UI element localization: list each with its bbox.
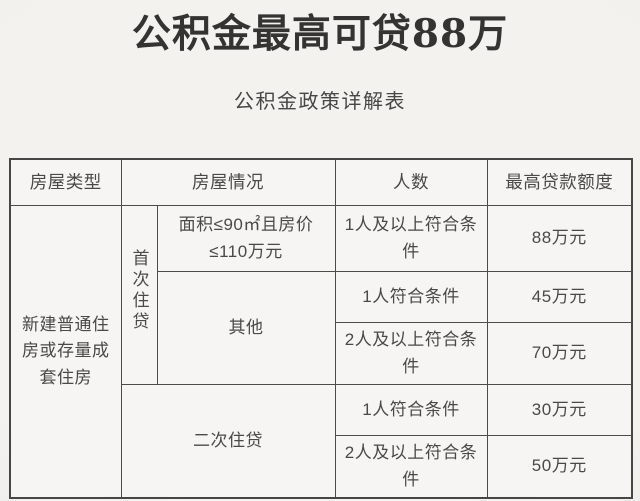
cell-people: 1人符合条件 — [334, 271, 488, 323]
cell-people: 2人及以上符合条件 — [334, 435, 488, 499]
cell-people: 1人及以上符合条件 — [334, 205, 488, 272]
column-header-max-loan: 最高贷款额度 — [486, 158, 633, 206]
table-row: 其他 1人符合条件 45万元 — [10, 271, 633, 385]
table-header-row: 房屋类型 房屋情况 人数 最高贷款额度 — [9, 158, 633, 206]
cell-situation: 其他 — [156, 271, 336, 385]
cell-max-loan: 50万元 — [486, 435, 633, 499]
page-title: 公积金最高可贷88万 — [131, 11, 509, 57]
first-loan-vertical-label: 首次住贷 — [129, 248, 149, 333]
column-header-house-type: 房屋类型 — [9, 158, 122, 206]
column-header-house-situation: 房屋情况 — [120, 158, 336, 206]
table-row: 新建普通住房或存量成套住房 首次住贷 面积≤90㎡且房价≤110万元 1人及以上… — [9, 205, 633, 499]
cell-situation: 面积≤90㎡且房价≤110万元 — [156, 205, 336, 272]
page-subtitle: 公积金政策详解表 — [234, 91, 406, 113]
cell-max-loan: 70万元 — [486, 322, 633, 385]
cell-second-loan-group: 二次住贷 — [120, 384, 336, 499]
table-row: 二次住贷 1人符合条件 30万元 — [10, 384, 633, 499]
policy-table: 房屋类型 房屋情况 人数 最高贷款额度 新建普通住房或存量成套住房 首次住贷 面… — [9, 158, 633, 499]
cell-people: 2人及以上符合条件 — [334, 322, 488, 385]
table-row: 2人及以上符合条件 50万元 — [10, 435, 633, 499]
cell-max-loan: 30万元 — [486, 384, 633, 436]
cell-max-loan: 88万元 — [486, 205, 633, 272]
cell-first-loan-group: 首次住贷 — [120, 205, 158, 385]
cell-house-type: 新建普通住房或存量成套住房 — [9, 205, 122, 499]
cell-people: 1人符合条件 — [334, 384, 488, 436]
cell-max-loan: 45万元 — [486, 271, 633, 323]
column-header-people: 人数 — [334, 158, 488, 206]
table-row: 2人及以上符合条件 70万元 — [10, 322, 633, 385]
